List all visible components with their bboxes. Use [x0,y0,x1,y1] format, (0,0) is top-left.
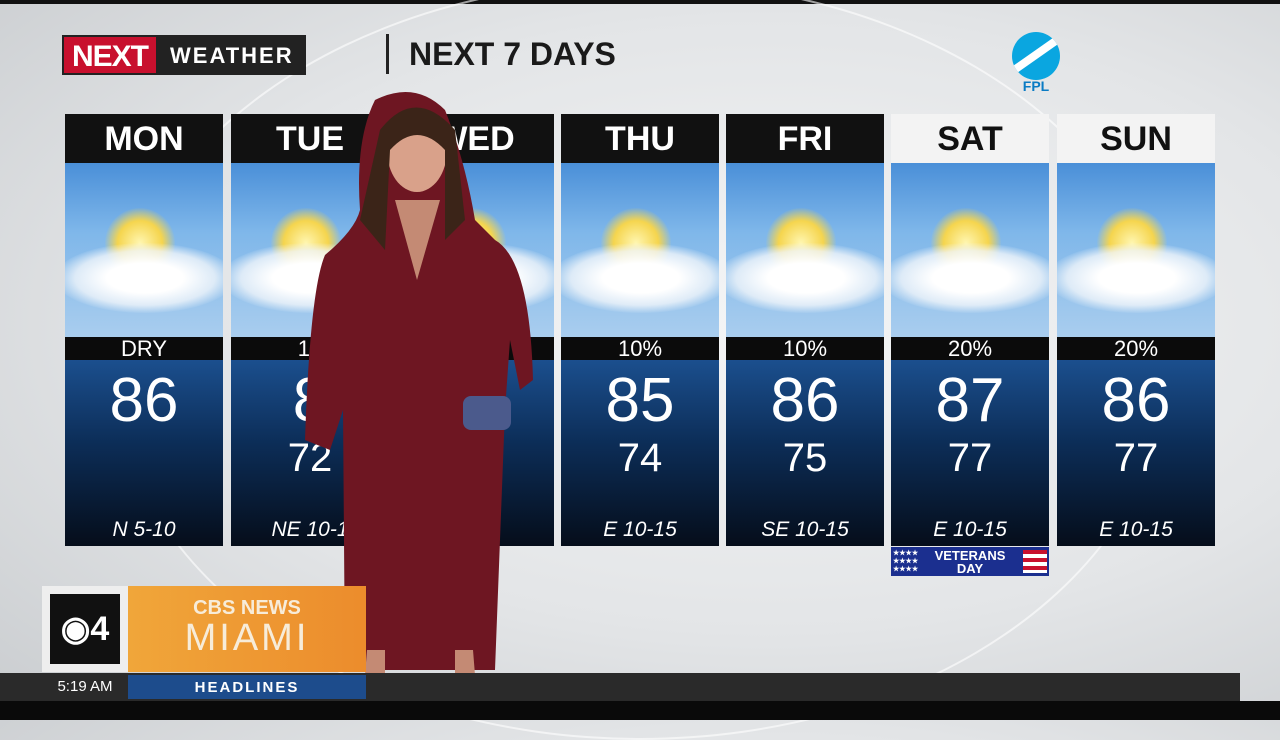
page-title: NEXT 7 DAYS [409,36,616,72]
precip-chance: 10% [561,337,719,361]
temperatures: 86 77 E 10-15 [1057,360,1215,546]
day-label: THU [561,114,719,163]
network-name: CBS NEWS [193,597,301,619]
cloud-icon [726,243,884,313]
day-label: TUE [231,114,389,163]
partly-cloudy-icon [561,163,719,337]
partly-cloudy-icon [891,163,1049,337]
day-label: MON [65,114,223,163]
channel-bug: ◉4 [42,586,128,672]
divider [386,34,389,74]
wind: E 10-15 [603,518,677,541]
precip-chance: 10% [726,337,884,361]
day-label: SUN [1057,114,1215,163]
bottom-bar [0,701,1280,720]
wind: NE 10-1 [271,518,349,541]
fpl-sponsor-logo: FPL [996,32,1076,94]
day-panel-sat: SAT 20% 87 77 E 10-15 [891,114,1049,546]
high-temp: 86 [109,366,179,435]
low-temp: 74 [617,436,663,480]
holiday-line1: VETERANS [934,548,1006,563]
day-panel-fri: FRI 10% 86 75 SE 10-15 [726,114,884,546]
precip-chance: 20% [891,337,1049,361]
high-temp: 85 [605,366,675,435]
cloud-icon [65,243,223,313]
wind: E 10-15 [933,518,1007,541]
low-temp: 75 [782,436,828,480]
precip-chance: 20% [1057,337,1215,361]
holiday-line2: DAY [956,561,984,576]
high-temp: 86 [770,366,840,435]
partly-cloudy-icon [65,163,223,337]
low-temp: 77 [1113,436,1159,480]
sponsor-name: FPL [1022,78,1050,94]
cbs4-logo: ◉4 [50,594,120,664]
channel-number: 4 [90,610,110,648]
cbs-news-miami-logo: CBS NEWS MIAMI [128,586,366,672]
next-weather-logo: NEXT WEATHER [62,35,306,75]
presenter [305,92,533,675]
high-temp: 87 [935,366,1005,435]
cloud-icon [891,243,1049,313]
partly-cloudy-icon [1057,163,1215,337]
logo-next: NEXT [62,35,159,75]
temperatures: 85 74 E 10-15 [561,360,719,546]
stripes-icon [1023,550,1047,573]
day-label: SAT [891,114,1049,163]
wind: N 5-10 [112,518,176,541]
veterans-day-badge: ★★★★ ★★★★ ★★★★ VETERANS DAY [891,547,1049,576]
city-name: MIAMI [184,617,310,659]
day-panel-thu: THU 10% 85 74 E 10-15 [561,114,719,546]
day-panel-sun: SUN 20% 86 77 E 10-15 [1057,114,1215,546]
cloud-icon [1057,243,1215,313]
precip-chance: DRY [65,337,223,361]
segment-label: HEADLINES [128,675,366,699]
wind: SE 10-15 [761,518,849,541]
temperatures: 87 77 E 10-15 [891,360,1049,546]
stars-icon: ★★★★ ★★★★ ★★★★ [893,550,919,573]
cloud-icon [561,243,719,313]
logo-weather: WEATHER [158,35,306,75]
temperatures: 86 75 SE 10-15 [726,360,884,546]
partly-cloudy-icon [726,163,884,337]
wind: E 10-15 [1099,518,1173,541]
high-temp: 86 [1101,366,1171,435]
fpl-logo-icon [1012,32,1060,80]
clock: 5:19 AM [57,678,113,695]
day-label: FRI [726,114,884,163]
day-panel-mon: MON DRY 86 N 5-10 [65,114,223,546]
temperatures: 86 N 5-10 [65,360,223,546]
low-temp: 77 [947,436,993,480]
